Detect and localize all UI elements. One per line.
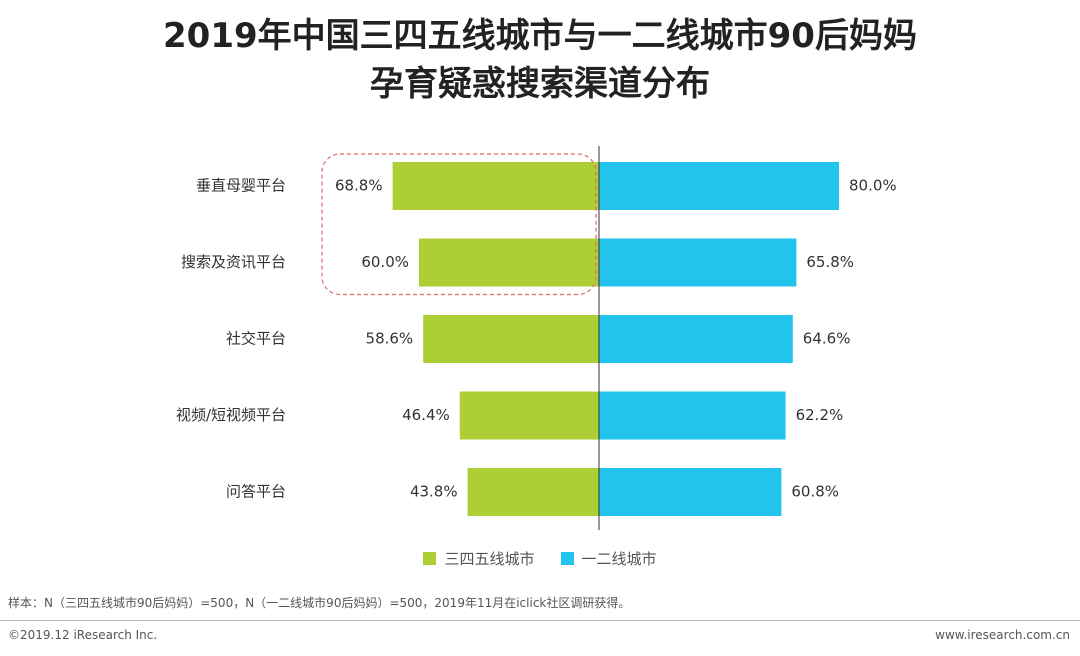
footer-divider xyxy=(0,620,1080,621)
sample-note: 样本：N（三四五线城市90后妈妈）=500，N（一二线城市90后妈妈）=500，… xyxy=(8,596,631,610)
legend-swatch-tier12 xyxy=(560,552,574,565)
chart-title-line1: 2019年中国三四五线城市与一二线城市90后妈妈 xyxy=(163,16,917,56)
data-label-right-0: 80.0% xyxy=(849,177,897,195)
category-label-1: 搜索及资讯平台 xyxy=(181,253,286,271)
legend-swatch-tier345 xyxy=(423,552,437,565)
chart-title: 2019年中国三四五线城市与一二线城市90后妈妈 孕育疑惑搜索渠道分布 xyxy=(0,12,1080,108)
bar-right-0 xyxy=(599,162,839,210)
legend-label-tier345: 三四五线城市 xyxy=(444,550,535,568)
legend-label-tier12: 一二线城市 xyxy=(581,550,657,568)
data-label-left-0: 68.8% xyxy=(335,177,383,195)
legend-item-tier12: 一二线城市 xyxy=(560,548,657,569)
data-label-right-2: 64.6% xyxy=(803,330,851,348)
bar-left-0 xyxy=(392,162,599,210)
bar-left-4 xyxy=(467,468,599,516)
bar-right-2 xyxy=(599,315,793,363)
data-label-left-4: 43.8% xyxy=(410,483,458,501)
bar-right-1 xyxy=(599,238,797,287)
highlight-dashed-box xyxy=(321,153,597,296)
chart-title-line2: 孕育疑惑搜索渠道分布 xyxy=(370,64,710,104)
data-label-left-1: 60.0% xyxy=(361,253,409,271)
bar-right-3 xyxy=(599,391,786,440)
data-label-left-3: 46.4% xyxy=(402,406,450,424)
bar-left-2 xyxy=(423,315,599,363)
bar-right-4 xyxy=(599,468,782,516)
data-label-right-1: 65.8% xyxy=(806,253,854,271)
copyright-text: ©2019.12 iResearch Inc. xyxy=(8,628,158,642)
data-label-right-4: 60.8% xyxy=(791,483,839,501)
data-label-left-2: 58.6% xyxy=(366,330,414,348)
bar-left-3 xyxy=(459,391,599,440)
legend-item-tier345: 三四五线城市 xyxy=(423,548,535,569)
category-label-3: 视频/短视频平台 xyxy=(176,406,286,424)
category-label-0: 垂直母婴平台 xyxy=(196,177,286,195)
category-label-4: 问答平台 xyxy=(226,483,286,501)
data-label-right-3: 62.2% xyxy=(796,406,844,424)
chart-legend: 三四五线城市 一二线城市 xyxy=(0,548,1080,569)
category-label-2: 社交平台 xyxy=(226,330,286,348)
bar-left-1 xyxy=(419,238,599,287)
website-link[interactable]: www.iresearch.com.cn xyxy=(935,628,1070,642)
